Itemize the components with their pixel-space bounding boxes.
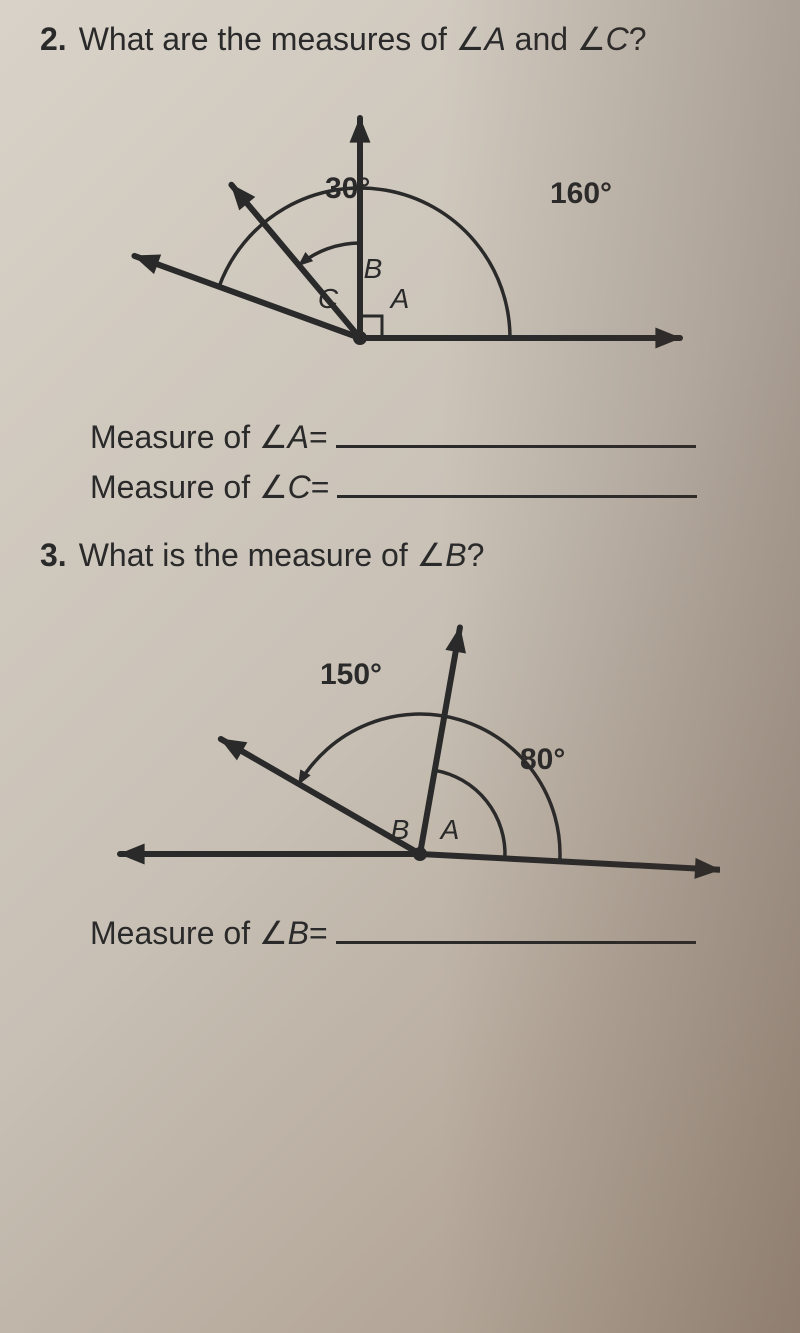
problem-3-answer-b: Measure of ∠B = [90, 914, 760, 952]
svg-text:B: B [391, 814, 410, 845]
svg-text:160°: 160° [550, 177, 612, 210]
problem-2-question: What are the measures of ∠A and ∠C? [79, 20, 647, 58]
problem-3-number: 3. [40, 537, 67, 574]
svg-text:150°: 150° [320, 658, 382, 691]
problem-3-header: 3. What is the measure of ∠B? [40, 536, 760, 574]
svg-text:30°: 30° [325, 172, 370, 205]
problem-2-number: 2. [40, 21, 67, 58]
problem-2: 2. What are the measures of ∠A and ∠C? 1… [40, 20, 760, 506]
svg-text:A: A [389, 283, 410, 314]
problem-3: 3. What is the measure of ∠B? 150°80°AB … [40, 536, 760, 952]
svg-text:B: B [364, 253, 383, 284]
answer-blank[interactable] [336, 941, 696, 944]
problem-2-diagram: 160° 30° ABC [80, 78, 720, 398]
problem-3-diagram: 150° 80° AB [80, 594, 720, 894]
problem-3-question: What is the measure of ∠B? [79, 536, 485, 574]
problem-2-header: 2. What are the measures of ∠A and ∠C? [40, 20, 760, 58]
problem-2-answer-c: Measure of ∠C = [90, 468, 760, 506]
svg-text:C: C [318, 283, 339, 314]
problem-2-answer-a: Measure of ∠A = [90, 418, 760, 456]
svg-text:A: A [439, 814, 460, 845]
svg-text:80°: 80° [520, 743, 565, 776]
answer-blank[interactable] [336, 445, 696, 448]
answer-blank[interactable] [337, 495, 697, 498]
